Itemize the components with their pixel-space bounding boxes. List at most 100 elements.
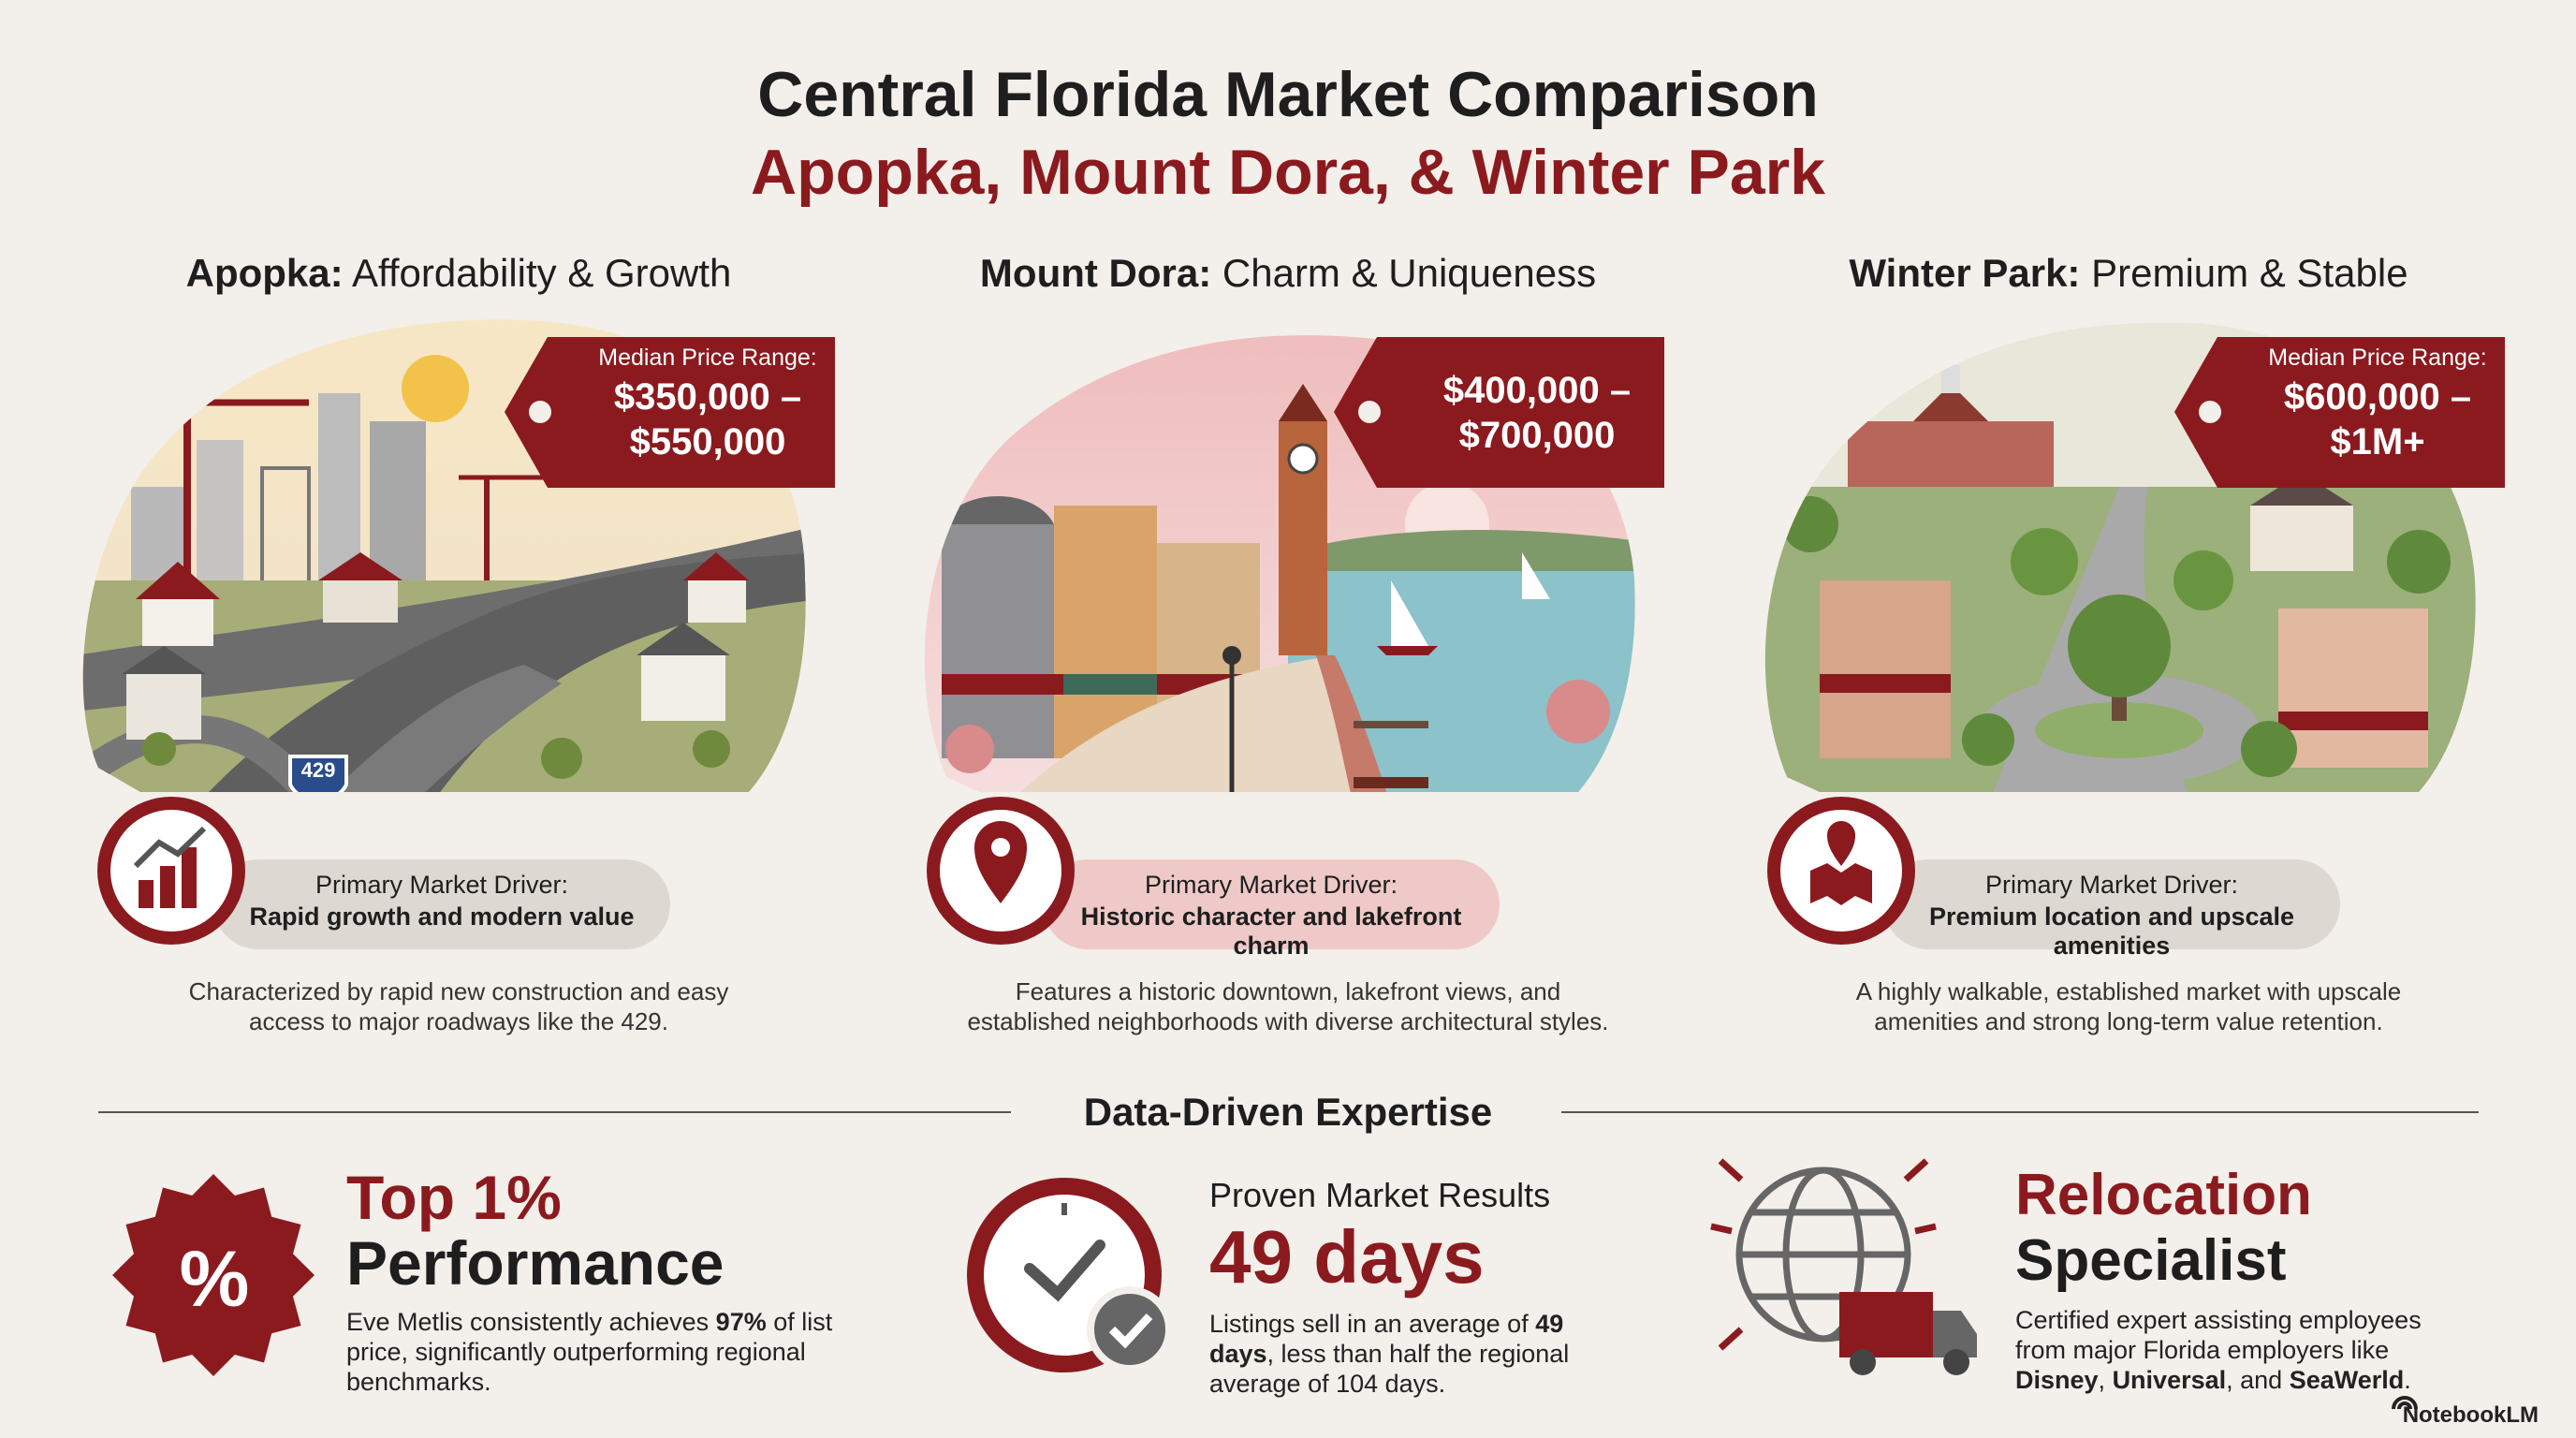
- illustration-shape: [1063, 674, 1157, 695]
- illustration-shape: [1108, 1313, 1153, 1349]
- driver-label: Primary Market Driver:: [315, 871, 568, 899]
- illustration-shape: [197, 440, 243, 599]
- illustration-shape: [1522, 552, 1550, 599]
- illustration-shape: [136, 562, 220, 599]
- price-label: Median Price Range:: [2268, 345, 2487, 371]
- illustration-shape: [1358, 401, 1381, 423]
- market-tagline: Premium & Stable: [2091, 251, 2408, 295]
- illustration-shape: [2068, 594, 2171, 697]
- illustration-shape: [942, 496, 1054, 524]
- illustration-shape: [1288, 530, 1635, 580]
- illustration-shape: [1354, 721, 1428, 728]
- illustration-shape: [1024, 1240, 1105, 1302]
- illustration-shape: [2387, 530, 2451, 594]
- market-apopka: Apopka: Affordability & Growth Median Pr…: [37, 0, 880, 1077]
- text: Listings sell in an average of: [1209, 1310, 1536, 1338]
- price-line: $700,000: [1458, 415, 1616, 456]
- price-line: $600,000 –: [2283, 376, 2472, 418]
- illustration-shape: [1087, 1286, 1173, 1372]
- illustration-shape: [142, 599, 213, 646]
- illustration-shape: [924, 335, 1635, 792]
- highlight: Relocation Specialist Certified expert a…: [2015, 1163, 2465, 1395]
- illustration-shape: [1943, 1349, 1969, 1375]
- highlight-title: Performance: [346, 1228, 724, 1298]
- market-name: Mount Dora:: [979, 251, 1212, 295]
- illustration-shape: [2035, 702, 2203, 758]
- illustration: [924, 335, 1664, 949]
- illustration-shape: [318, 665, 562, 792]
- text: of list price, significantly outperformi…: [346, 1308, 833, 1396]
- illustration-shape: [1933, 1311, 1977, 1357]
- driver-text: Historic character and lakefront charm: [1080, 902, 1462, 960]
- driver-pill: [1043, 859, 1500, 949]
- truck-icon: [1839, 1292, 1933, 1357]
- globe-icon: [1710, 1158, 1937, 1351]
- illustration-shape: [1546, 680, 1610, 743]
- illustration-shape: [2199, 401, 2221, 423]
- illustration-shape: [529, 401, 551, 423]
- market-heading: Apopka: Affordability & Growth: [37, 251, 880, 296]
- illustration-shape: [991, 838, 1010, 857]
- highlight-title: Top 1%: [346, 1163, 562, 1232]
- footer-logo: [2392, 1396, 2418, 1410]
- illustration-shape: [945, 725, 994, 773]
- text: Certified expert assisting employees fro…: [2015, 1306, 2422, 1364]
- illustration-shape: [323, 580, 398, 623]
- illustration-shape: [1962, 713, 2014, 766]
- illustration-shape: [688, 580, 746, 623]
- illustration-shape: [1820, 674, 1951, 693]
- illustration-shape: [318, 552, 402, 580]
- price-line: $1M+: [2330, 421, 2425, 462]
- text-bold: SeaWerld: [2289, 1366, 2405, 1394]
- illustration-shape: [142, 732, 176, 766]
- badge-text: %: [179, 1235, 250, 1323]
- illustration-shape: [1782, 496, 1838, 552]
- driver-text: Rapid growth and modern value: [249, 902, 635, 931]
- title: Central Florida Market Comparison: [757, 59, 1819, 130]
- illustration-shape: [1848, 421, 2054, 496]
- text: , and: [2226, 1366, 2290, 1394]
- market-heading: Mount Dora: Charm & Uniqueness: [867, 251, 1709, 296]
- illustration: [1764, 322, 2505, 949]
- highlight-description: Certified expert assisting employees fro…: [2015, 1305, 2465, 1395]
- footer: NotebookLM: [2402, 1402, 2539, 1428]
- illustration-shape: [1377, 646, 1438, 655]
- illustration-shape: [942, 674, 1063, 695]
- market-mount-dora: Mount Dora: Charm & Uniqueness $400,000 …: [867, 0, 1709, 1077]
- price-tag: [1334, 337, 1664, 488]
- text-bold: 49 days: [1209, 1310, 1564, 1368]
- market-tagline: Charm & Uniqueness: [1222, 251, 1597, 295]
- driver-text: Premium location and upscale amenities: [1928, 902, 2295, 960]
- market-description: A highly walkable, established market wi…: [1855, 977, 2402, 1035]
- illustration-shape: [942, 524, 1054, 758]
- illustration-shape: [683, 552, 749, 580]
- driver-label: Primary Market Driver:: [1984, 871, 2238, 899]
- percent-badge: [112, 1174, 315, 1376]
- highlight: Proven Market Results 49 days Listings s…: [1209, 1176, 1621, 1399]
- highlight-title: Specialist: [2015, 1228, 2287, 1293]
- driver-pill: [213, 859, 670, 949]
- text: , less than half the regional average of…: [1209, 1340, 1570, 1398]
- illustration-shape: [693, 730, 730, 768]
- market-name: Apopka:: [185, 251, 344, 295]
- illustration-shape: [133, 826, 207, 869]
- illustration-shape: [1710, 1158, 1937, 1351]
- market-winter-park: Winter Park: Premium & Stable Median Pri…: [1707, 0, 2550, 1077]
- illustration-shape: [1316, 655, 1391, 792]
- driver-pill: [1883, 859, 2340, 949]
- illustration-shape: [2278, 609, 2428, 768]
- illustration-shape: [82, 524, 806, 712]
- illustration-shape: [402, 355, 469, 422]
- illustration-shape: [1827, 821, 1855, 866]
- text-bold: 97%: [715, 1308, 767, 1336]
- price-tag: [505, 337, 835, 488]
- price-line: $550,000: [629, 421, 786, 462]
- illustration-shape: [139, 880, 154, 908]
- illustration-shape: [122, 646, 206, 674]
- price-tag: [2174, 337, 2505, 488]
- illustration-shape: [160, 866, 175, 908]
- highlight-description: Eve Metlis consistently achieves 97% of …: [346, 1307, 833, 1397]
- illustration-shape: [2174, 550, 2233, 610]
- bottom-graphics: [98, 1111, 2479, 1410]
- highlight-title: Relocation: [2015, 1163, 2312, 1227]
